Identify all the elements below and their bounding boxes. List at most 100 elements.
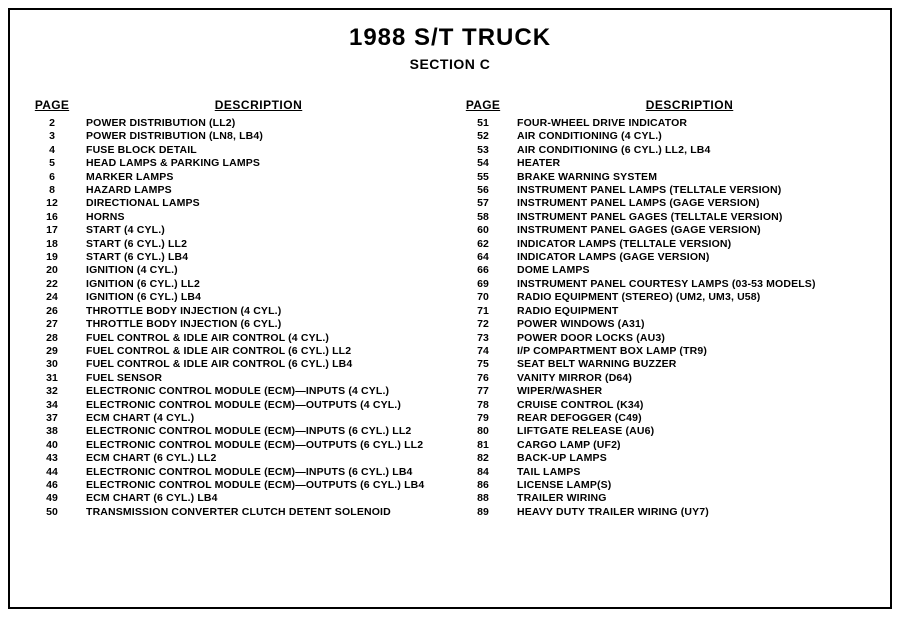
row-description: START (6 CYL.) LB4 (76, 251, 441, 264)
row-page: 31 (28, 372, 76, 385)
row-page: 66 (459, 264, 507, 277)
row-page: 88 (459, 492, 507, 505)
index-row: 64INDICATOR LAMPS (GAGE VERSION) (459, 251, 872, 264)
index-row: 12DIRECTIONAL LAMPS (28, 197, 441, 210)
row-description: ELECTRONIC CONTROL MODULE (ECM)—OUTPUTS … (76, 399, 441, 412)
left-rows: 2POWER DISTRIBUTION (LL2)3POWER DISTRIBU… (28, 117, 441, 519)
right-rows: 51FOUR-WHEEL DRIVE INDICATOR52AIR CONDIT… (459, 117, 872, 519)
index-row: 72POWER WINDOWS (A31) (459, 318, 872, 331)
row-description: LICENSE LAMP(S) (507, 479, 872, 492)
row-page: 29 (28, 345, 76, 358)
row-description: ELECTRONIC CONTROL MODULE (ECM)—INPUTS (… (76, 466, 441, 479)
row-description: I/P COMPARTMENT BOX LAMP (TR9) (507, 345, 872, 358)
row-description: BACK-UP LAMPS (507, 452, 872, 465)
index-row: 74I/P COMPARTMENT BOX LAMP (TR9) (459, 345, 872, 358)
row-page: 3 (28, 130, 76, 143)
index-row: 37ECM CHART (4 CYL.) (28, 412, 441, 425)
row-description: ECM CHART (6 CYL.) LL2 (76, 452, 441, 465)
index-row: 6MARKER LAMPS (28, 171, 441, 184)
row-page: 37 (28, 412, 76, 425)
index-row: 75SEAT BELT WARNING BUZZER (459, 358, 872, 371)
index-row: 16HORNS (28, 211, 441, 224)
row-page: 53 (459, 144, 507, 157)
row-page: 40 (28, 439, 76, 452)
row-description: DIRECTIONAL LAMPS (76, 197, 441, 210)
index-row: 58INSTRUMENT PANEL GAGES (TELLTALE VERSI… (459, 211, 872, 224)
row-page: 6 (28, 171, 76, 184)
index-row: 40ELECTRONIC CONTROL MODULE (ECM)—OUTPUT… (28, 439, 441, 452)
index-row: 24IGNITION (6 CYL.) LB4 (28, 291, 441, 304)
row-page: 75 (459, 358, 507, 371)
index-row: 54HEATER (459, 157, 872, 170)
row-description: ELECTRONIC CONTROL MODULE (ECM)—OUTPUTS … (76, 479, 441, 492)
index-row: 50TRANSMISSION CONVERTER CLUTCH DETENT S… (28, 506, 441, 519)
row-description: REAR DEFOGGER (C49) (507, 412, 872, 425)
index-row: 8HAZARD LAMPS (28, 184, 441, 197)
row-description: FUEL SENSOR (76, 372, 441, 385)
row-page: 24 (28, 291, 76, 304)
row-page: 30 (28, 358, 76, 371)
index-row: 38ELECTRONIC CONTROL MODULE (ECM)—INPUTS… (28, 425, 441, 438)
row-page: 71 (459, 305, 507, 318)
row-page: 70 (459, 291, 507, 304)
row-page: 60 (459, 224, 507, 237)
page-title: 1988 S/T TRUCK (10, 24, 890, 52)
index-row: 30FUEL CONTROL & IDLE AIR CONTROL (6 CYL… (28, 358, 441, 371)
row-description: IGNITION (6 CYL.) LL2 (76, 278, 441, 291)
index-row: 49ECM CHART (6 CYL.) LB4 (28, 492, 441, 505)
row-description: TRAILER WIRING (507, 492, 872, 505)
row-description: FUEL CONTROL & IDLE AIR CONTROL (6 CYL.)… (76, 345, 441, 358)
row-description: INDICATOR LAMPS (TELLTALE VERSION) (507, 238, 872, 251)
row-description: IGNITION (6 CYL.) LB4 (76, 291, 441, 304)
row-page: 72 (459, 318, 507, 331)
row-description: RADIO EQUIPMENT (507, 305, 872, 318)
row-page: 44 (28, 466, 76, 479)
row-description: FUEL CONTROL & IDLE AIR CONTROL (6 CYL.)… (76, 358, 441, 371)
row-page: 81 (459, 439, 507, 452)
index-row: 79REAR DEFOGGER (C49) (459, 412, 872, 425)
row-page: 69 (459, 278, 507, 291)
row-page: 18 (28, 238, 76, 251)
index-row: 5HEAD LAMPS & PARKING LAMPS (28, 157, 441, 170)
index-row: 44ELECTRONIC CONTROL MODULE (ECM)—INPUTS… (28, 466, 441, 479)
row-description: DOME LAMPS (507, 264, 872, 277)
row-page: 22 (28, 278, 76, 291)
row-page: 50 (28, 506, 76, 519)
row-page: 28 (28, 332, 76, 345)
row-page: 46 (28, 479, 76, 492)
row-description: POWER DISTRIBUTION (LL2) (76, 117, 441, 130)
row-description: VANITY MIRROR (D64) (507, 372, 872, 385)
row-page: 58 (459, 211, 507, 224)
index-row: 81CARGO LAMP (UF2) (459, 439, 872, 452)
index-row: 31FUEL SENSOR (28, 372, 441, 385)
index-row: 34ELECTRONIC CONTROL MODULE (ECM)—OUTPUT… (28, 399, 441, 412)
row-description: ELECTRONIC CONTROL MODULE (ECM)—INPUTS (… (76, 385, 441, 398)
index-row: 3POWER DISTRIBUTION (LN8, LB4) (28, 130, 441, 143)
row-description: INSTRUMENT PANEL LAMPS (TELLTALE VERSION… (507, 184, 872, 197)
row-description: INSTRUMENT PANEL LAMPS (GAGE VERSION) (507, 197, 872, 210)
row-page: 89 (459, 506, 507, 519)
row-description: START (6 CYL.) LL2 (76, 238, 441, 251)
page-subtitle: SECTION C (10, 56, 890, 72)
index-row: 80LIFTGATE RELEASE (AU6) (459, 425, 872, 438)
index-row: 73POWER DOOR LOCKS (AU3) (459, 332, 872, 345)
row-description: WIPER/WASHER (507, 385, 872, 398)
index-row: 17START (4 CYL.) (28, 224, 441, 237)
row-description: INSTRUMENT PANEL GAGES (GAGE VERSION) (507, 224, 872, 237)
row-description: TAIL LAMPS (507, 466, 872, 479)
row-description: MARKER LAMPS (76, 171, 441, 184)
row-description: CARGO LAMP (UF2) (507, 439, 872, 452)
row-description: CRUISE CONTROL (K34) (507, 399, 872, 412)
row-page: 64 (459, 251, 507, 264)
index-row: 4FUSE BLOCK DETAIL (28, 144, 441, 157)
row-page: 32 (28, 385, 76, 398)
index-row: 46ELECTRONIC CONTROL MODULE (ECM)—OUTPUT… (28, 479, 441, 492)
index-row: 28FUEL CONTROL & IDLE AIR CONTROL (4 CYL… (28, 332, 441, 345)
row-description: POWER DOOR LOCKS (AU3) (507, 332, 872, 345)
column-header: PAGE DESCRIPTION (28, 98, 441, 112)
row-description: POWER DISTRIBUTION (LN8, LB4) (76, 130, 441, 143)
index-row: 76VANITY MIRROR (D64) (459, 372, 872, 385)
row-description: POWER WINDOWS (A31) (507, 318, 872, 331)
row-page: 8 (28, 184, 76, 197)
row-description: INSTRUMENT PANEL COURTESY LAMPS (03-53 M… (507, 278, 872, 291)
